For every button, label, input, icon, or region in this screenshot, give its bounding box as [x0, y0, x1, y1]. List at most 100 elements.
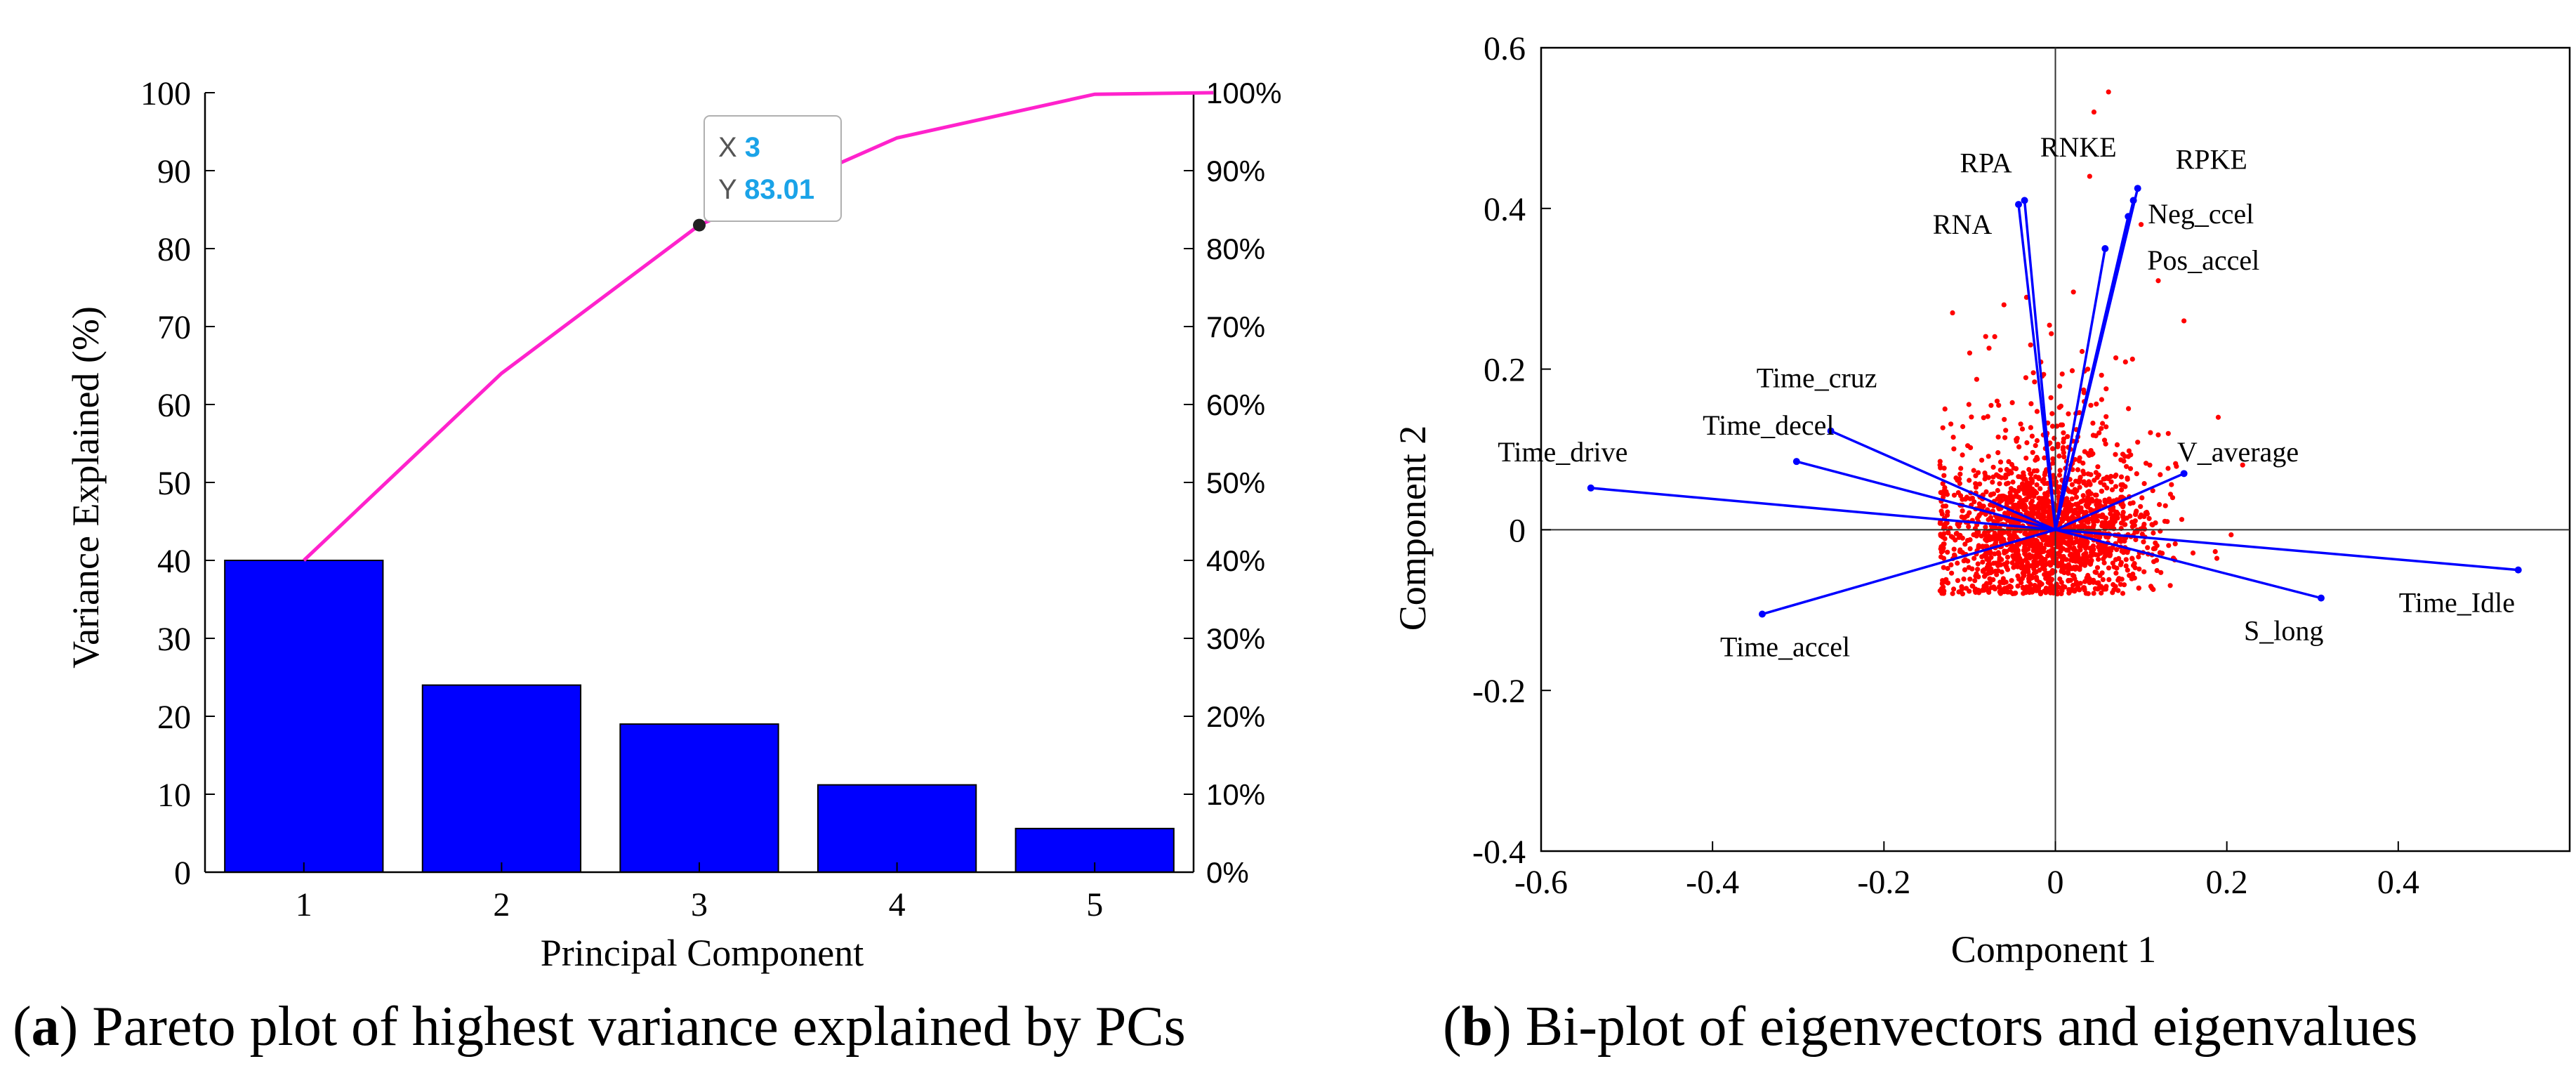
biplot-point	[2090, 524, 2096, 529]
biplot-point	[1945, 565, 1950, 572]
biplot-point	[2002, 550, 2007, 556]
biplot-point	[2010, 553, 2016, 559]
biplot-point	[1967, 496, 1973, 501]
biplot-point	[2103, 515, 2109, 521]
biplot-point	[2120, 452, 2126, 457]
biplot-y-axis-label: Component 2	[1392, 426, 1434, 631]
biplot-point	[2013, 590, 2019, 596]
biplot-point	[2034, 562, 2040, 569]
biplot-point	[2073, 478, 2079, 484]
vector-label-time-drive: Time_drive	[1498, 436, 1627, 468]
biplot-point	[2030, 449, 2035, 455]
pareto-bar-2	[421, 684, 582, 873]
biplot-point	[2014, 438, 2019, 444]
biplot-point	[2037, 515, 2043, 520]
biplot-point	[1988, 566, 1994, 572]
biplot-point	[2081, 471, 2087, 477]
biplot-point	[2151, 586, 2156, 593]
biplot-point	[2138, 222, 2144, 228]
biplot-point	[2125, 475, 2130, 481]
pareto-y-tick-label: 90	[157, 153, 191, 190]
biplot-point	[2114, 509, 2120, 515]
biplot-point	[2049, 411, 2055, 416]
vector-label-rpa: RPA	[1960, 147, 2012, 178]
biplot-point	[1940, 578, 1946, 584]
biplot-point	[2012, 494, 2017, 499]
biplot-point	[2012, 505, 2017, 511]
biplot-point	[2056, 453, 2062, 459]
biplot-point	[2099, 372, 2104, 378]
biplot-point	[2042, 572, 2047, 577]
biplot-point	[2101, 437, 2108, 443]
biplot-point	[2099, 489, 2104, 494]
biplot-point	[1967, 577, 1973, 582]
biplot-point	[2101, 482, 2107, 488]
vector-label-time-cruz: Time_cruz	[1757, 362, 1877, 394]
biplot-point	[2080, 543, 2085, 548]
biplot-point	[2060, 511, 2066, 517]
biplot-point	[2092, 478, 2097, 483]
biplot-point	[1960, 423, 1966, 430]
biplot-point	[2141, 481, 2147, 487]
biplot-point	[2123, 557, 2129, 562]
biplot-point	[1997, 579, 2003, 585]
biplot-point	[2008, 498, 2014, 504]
biplot-point	[2035, 502, 2041, 508]
vector-label-v-average: V_average	[2177, 436, 2299, 468]
caption-a-text: Pareto plot of highest variance explaine…	[92, 996, 1185, 1058]
vector-label-rpke: RPKE	[2176, 143, 2247, 175]
biplot-point	[2048, 553, 2054, 558]
biplot-point	[2072, 524, 2078, 529]
biplot-point	[2057, 383, 2063, 389]
biplot-point	[2028, 401, 2034, 407]
biplot-point	[2046, 514, 2052, 520]
pareto-x-tick-label: 3	[691, 886, 708, 923]
biplot-point	[1964, 513, 1970, 519]
biplot-point	[2002, 511, 2008, 516]
biplot-point	[2136, 586, 2141, 591]
biplot-y-tick-label: 0.6	[1484, 30, 1526, 67]
biplot-point	[1960, 496, 1965, 502]
biplot-point	[2126, 448, 2132, 454]
biplot-point	[1993, 560, 1999, 566]
biplot-point	[2135, 440, 2141, 445]
biplot-point	[2151, 530, 2156, 536]
biplot-point	[2091, 109, 2097, 115]
biplot-point	[2089, 496, 2094, 502]
biplot-point	[1983, 511, 1988, 517]
vector-end-s-long	[2317, 594, 2325, 602]
biplot-point	[1997, 555, 2002, 561]
biplot-point	[2130, 571, 2136, 577]
biplot-point	[1940, 481, 1946, 487]
biplot-point	[2061, 570, 2067, 576]
biplot-point	[2075, 586, 2081, 592]
biplot-point	[1988, 555, 1994, 560]
biplot-point	[2023, 511, 2029, 517]
pareto-x-tick-label: 5	[1086, 886, 1103, 923]
biplot-point	[1960, 550, 1965, 555]
biplot-point	[1971, 499, 1977, 505]
vector-end-pos-accel	[2101, 245, 2109, 252]
biplot-point	[1961, 558, 1967, 564]
biplot-point	[2120, 591, 2126, 596]
biplot-point	[1995, 450, 2001, 456]
datatip-y-value: 83.01	[744, 174, 814, 205]
biplot-point	[2111, 587, 2117, 593]
biplot-point	[2069, 496, 2075, 502]
biplot-point	[2049, 331, 2054, 336]
biplot-point	[1941, 473, 1947, 478]
biplot-point	[2118, 474, 2125, 480]
biplot-point	[1977, 481, 1983, 487]
pareto-datatip[interactable]: X 3Y 83.01	[693, 115, 842, 232]
vector-end-time-accel	[1758, 610, 1766, 618]
biplot-point	[2136, 554, 2141, 560]
biplot-point	[1984, 544, 1990, 549]
biplot-point	[2006, 531, 2012, 537]
biplot-point	[2015, 584, 2021, 589]
biplot-point	[2034, 482, 2040, 488]
biplot-point	[2117, 538, 2122, 544]
biplot-point	[2037, 582, 2043, 588]
biplot-point	[1997, 459, 2004, 465]
biplot-point	[2043, 586, 2049, 591]
biplot-point	[2047, 322, 2052, 328]
